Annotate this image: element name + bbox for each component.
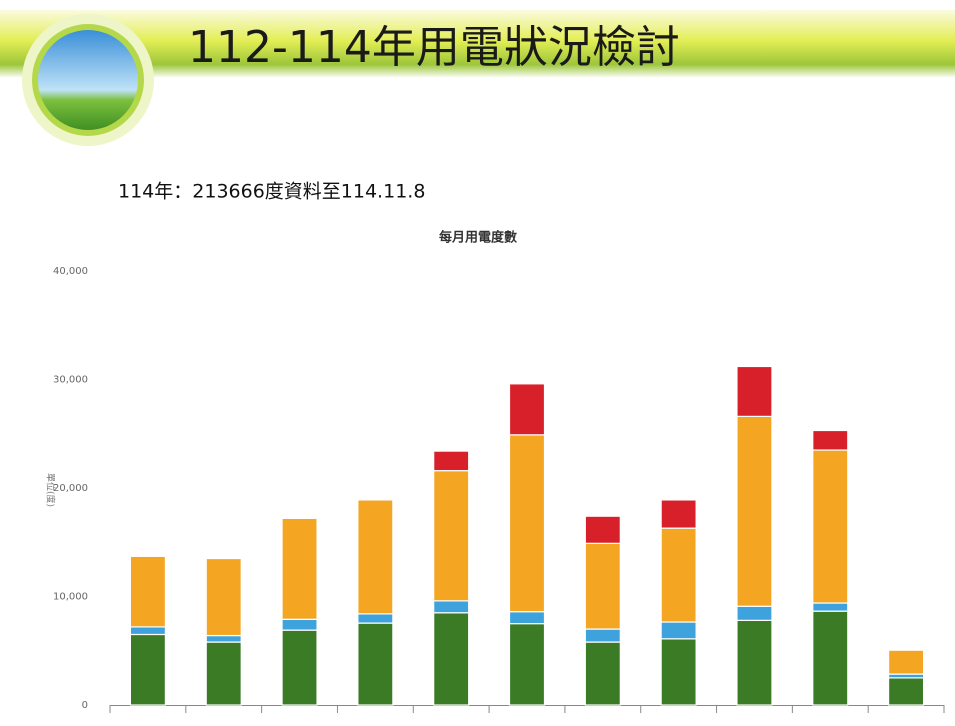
bar-segment — [508, 611, 546, 625]
bar-segment — [357, 622, 394, 706]
bar-segment — [205, 557, 242, 637]
bar-segment — [508, 383, 546, 436]
bar-segment — [812, 602, 849, 612]
y-axis-label: 單位(度) — [45, 473, 57, 507]
y-tick-label: 30,000 — [53, 375, 88, 386]
y-tick-label: 0 — [82, 700, 88, 711]
page-title: 112-114年用電狀況檢討 — [188, 22, 680, 73]
bar-segment — [887, 649, 925, 675]
bar-segment — [129, 626, 167, 636]
bar-segment — [281, 629, 318, 706]
bar-segment — [205, 634, 242, 643]
bar-segment — [281, 517, 318, 620]
logo-image — [38, 30, 138, 130]
bar-segment — [812, 449, 849, 604]
bar-segment — [584, 641, 621, 706]
bar-segment — [205, 641, 242, 706]
bar-segment — [736, 415, 773, 607]
bar-segment — [812, 429, 849, 451]
bar-segment — [736, 605, 773, 621]
bar-segment — [129, 633, 167, 706]
bar-segment — [660, 527, 697, 623]
bar-segment — [433, 612, 470, 706]
bar-segment — [433, 470, 470, 602]
bar-segment — [281, 618, 318, 631]
bar-segment — [433, 450, 470, 472]
y-tick-label: 10,000 — [53, 592, 88, 603]
bar-segment — [660, 499, 697, 529]
bar-segment — [357, 499, 394, 615]
bar-segment — [584, 628, 621, 643]
chart-title: 每月用電度數 — [439, 230, 517, 246]
bar-segment — [129, 555, 167, 628]
y-tick-label: 40,000 — [53, 266, 88, 277]
bar-segment — [660, 621, 697, 640]
bar-segment — [736, 365, 773, 417]
bar-segment — [887, 677, 925, 706]
bar-segment — [584, 542, 621, 630]
bar-segment — [508, 623, 546, 706]
plot: 0 10,000 20,000 30,000 40,000 — [53, 266, 945, 713]
subtitle: 114年：213666度資料至114.11.8 — [118, 181, 425, 203]
bar-segment — [357, 613, 394, 624]
header-band — [0, 10, 955, 78]
bar-segment — [508, 434, 546, 613]
bar-segment — [812, 610, 849, 706]
bar-segment — [433, 600, 470, 614]
bar-segment — [736, 619, 773, 706]
bar-segment — [584, 515, 621, 544]
bar-segment — [660, 638, 697, 706]
y-tick-label: 20,000 — [53, 483, 88, 494]
